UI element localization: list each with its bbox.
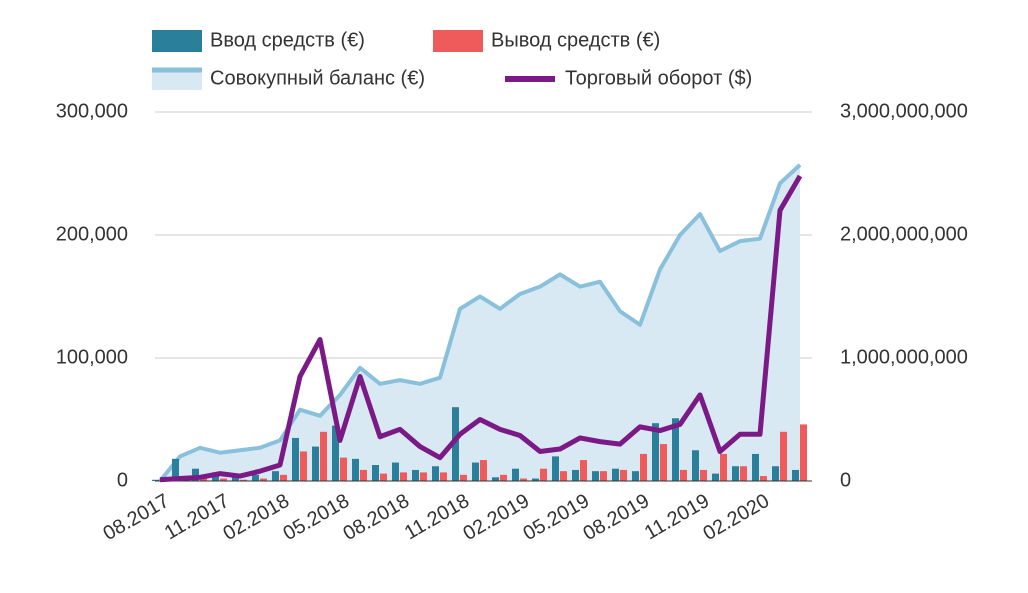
- bar: [480, 460, 487, 481]
- bar: [440, 472, 447, 481]
- bar: [712, 473, 719, 481]
- x-tick-label: 05.2019: [520, 490, 594, 545]
- bar: [500, 474, 507, 481]
- bar: [772, 466, 779, 481]
- y-tick-label: 100,000: [56, 346, 128, 368]
- line: [159, 174, 803, 483]
- bar: [220, 478, 227, 481]
- bar: [280, 474, 287, 481]
- bar: [580, 460, 587, 481]
- x-tick-label: 11.2017: [161, 490, 233, 544]
- x-tick-label: 02.2020: [700, 490, 774, 545]
- bar: [512, 468, 519, 481]
- bar: [240, 479, 247, 481]
- bar: [672, 418, 679, 481]
- bar: [692, 450, 699, 481]
- bar: [320, 431, 327, 481]
- bar: [272, 471, 279, 481]
- bar: [492, 477, 499, 481]
- bar: [660, 444, 667, 481]
- bar: [412, 469, 419, 481]
- bar: [632, 471, 639, 481]
- legend-label: Ввод средств (€): [210, 29, 365, 51]
- bar: [720, 453, 727, 481]
- bar: [600, 471, 607, 481]
- bar: [472, 462, 479, 481]
- bar: [700, 469, 707, 481]
- bar: [192, 468, 199, 481]
- x-tick-label: 08.2019: [580, 490, 654, 545]
- bar: [740, 466, 747, 481]
- area: [160, 164, 800, 481]
- bar: [152, 479, 159, 481]
- bar: [452, 407, 459, 481]
- legend-swatch: [433, 30, 483, 52]
- bar: [292, 437, 299, 481]
- bar: [620, 469, 627, 481]
- bar: [760, 476, 767, 481]
- bar: [360, 469, 367, 481]
- bar: [340, 457, 347, 481]
- y2-tick-label: 0: [840, 469, 851, 491]
- bar: [380, 473, 387, 481]
- line: [158, 163, 802, 483]
- x-tick-label: 05.2018: [280, 490, 354, 545]
- bar: [532, 478, 539, 481]
- bar: [780, 431, 787, 481]
- x-tick-label: 02.2019: [460, 490, 534, 545]
- bar: [680, 469, 687, 481]
- legend-label: Совокупный баланс (€): [210, 67, 425, 89]
- x-tick-label: 08.2017: [100, 490, 174, 545]
- bar: [732, 466, 739, 481]
- bar: [392, 462, 399, 481]
- bar: [260, 478, 267, 481]
- x-tick-label: 02.2018: [220, 490, 294, 545]
- bar: [652, 423, 659, 481]
- bar: [640, 453, 647, 481]
- y-tick-label: 300,000: [56, 100, 128, 122]
- y-tick-label: 0: [117, 469, 128, 491]
- y2-tick-label: 3,000,000,000: [840, 100, 968, 122]
- y-tick-label: 200,000: [56, 223, 128, 245]
- bar: [300, 451, 307, 481]
- bar: [372, 465, 379, 481]
- bar: [352, 458, 359, 481]
- bar: [540, 468, 547, 481]
- bar: [432, 466, 439, 481]
- x-tick-label: 11.2018: [401, 490, 473, 544]
- bar: [792, 469, 799, 481]
- bar: [172, 458, 179, 481]
- bar: [312, 446, 319, 481]
- bar: [400, 472, 407, 481]
- bar: [592, 471, 599, 481]
- bar: [460, 474, 467, 481]
- legend-swatch: [152, 30, 202, 52]
- bar: [420, 472, 427, 481]
- bar: [572, 469, 579, 481]
- bar: [612, 468, 619, 481]
- x-tick-label: 11.2019: [641, 490, 713, 544]
- bar: [520, 478, 527, 481]
- bar: [552, 456, 559, 481]
- bar: [332, 425, 339, 481]
- y2-tick-label: 2,000,000,000: [840, 223, 968, 245]
- legend-swatch: [152, 70, 202, 90]
- y2-tick-label: 1,000,000,000: [840, 346, 968, 368]
- legend-label: Торговый оборот ($): [565, 67, 752, 89]
- bar: [752, 453, 759, 481]
- bar: [800, 424, 807, 481]
- bar: [560, 471, 567, 481]
- bar: [252, 474, 259, 481]
- x-tick-label: 08.2018: [340, 490, 414, 545]
- legend-label: Вывод средств (€): [491, 29, 660, 51]
